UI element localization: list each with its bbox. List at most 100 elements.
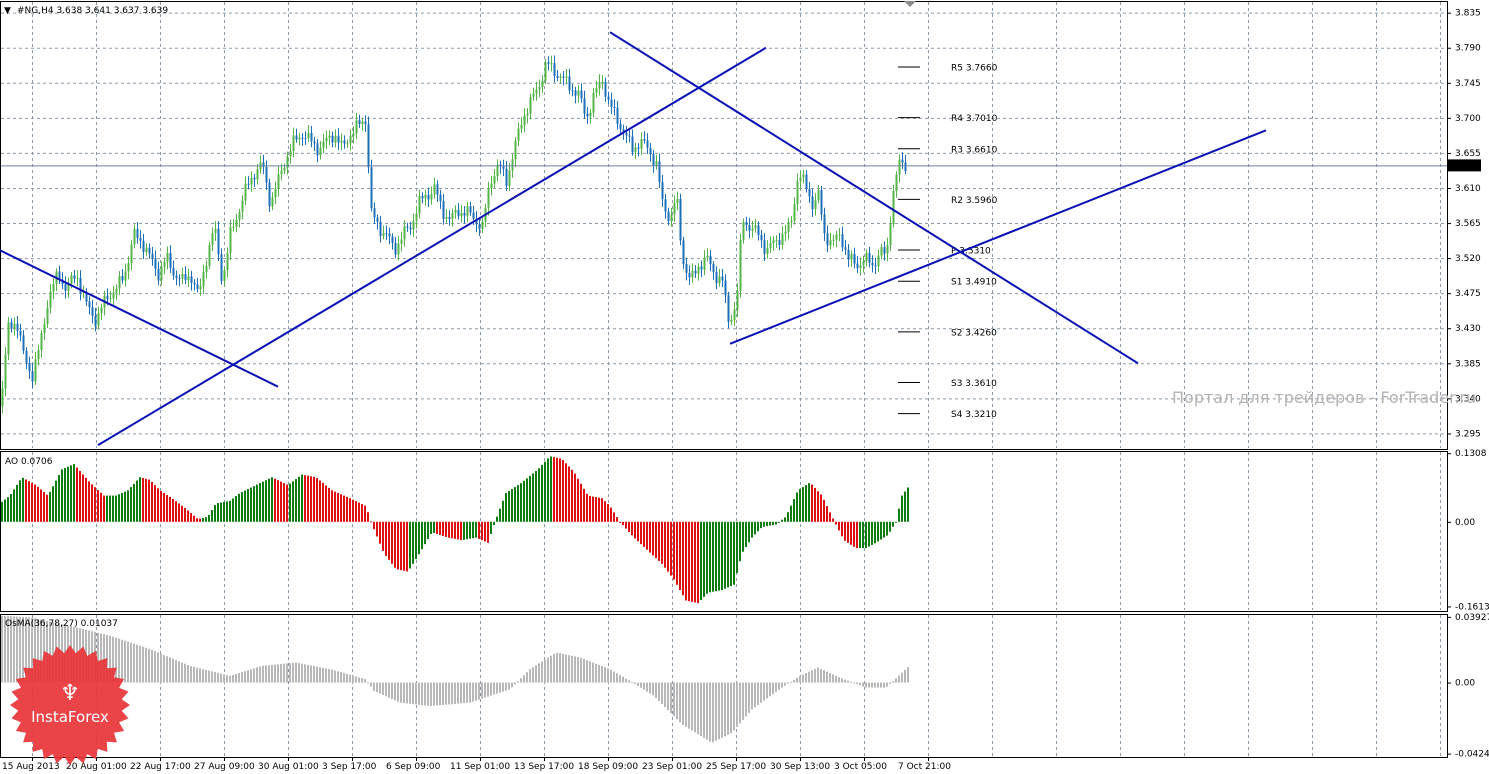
candle-body: [754, 225, 757, 229]
ao-bar: [841, 521, 843, 537]
candle-body: [277, 174, 280, 189]
ao-bar: [358, 502, 360, 522]
ao-bar: [763, 521, 765, 527]
candle-body: [220, 254, 223, 281]
ao-bar: [205, 517, 207, 522]
ao-bar: [541, 464, 543, 522]
osma-bar: [298, 663, 300, 683]
candle-body: [46, 307, 49, 325]
ao-bar: [517, 485, 519, 522]
candle-body: [268, 182, 271, 207]
main-y-tick-label: 3.520: [1455, 254, 1481, 264]
osma-bar: [529, 669, 531, 683]
candle-body: [685, 263, 688, 273]
osma-bar: [526, 672, 528, 683]
candle-body: [799, 177, 802, 182]
trendline[interactable]: [97, 46, 767, 446]
osma-bar: [688, 682, 690, 729]
candle-body: [346, 143, 349, 145]
candle-body: [847, 249, 850, 260]
dropdown-arrow-icon[interactable]: ▼: [4, 6, 11, 16]
ao-bar: [43, 492, 45, 522]
ao-bar: [424, 521, 426, 545]
ao-bar: [58, 474, 60, 522]
candle-body: [586, 113, 589, 117]
candle-body: [7, 322, 10, 355]
candle-body: [736, 290, 739, 310]
candle-body: [787, 222, 790, 232]
ao-bar: [805, 485, 807, 522]
ao-bar: [1, 501, 3, 522]
trendline[interactable]: [609, 31, 1139, 365]
osma-bar: [823, 670, 825, 683]
candle-body: [19, 330, 22, 336]
ao-bar: [301, 474, 303, 522]
ao-bar: [448, 521, 450, 538]
trendline[interactable]: [0, 249, 279, 388]
ao-bar: [481, 521, 483, 541]
ao-bar: [562, 459, 564, 522]
ao-bar: [79, 471, 81, 522]
ao-bar: [700, 521, 702, 600]
ao-bar: [748, 521, 750, 543]
ao-bar: [553, 457, 555, 522]
osma-bar: [169, 657, 171, 683]
ao-bar: [631, 521, 633, 536]
osma-bar: [496, 682, 498, 694]
ao-bar: [247, 489, 249, 522]
candle-body: [25, 350, 28, 363]
candle-body: [760, 235, 763, 241]
candle-body: [646, 140, 649, 148]
ao-bar: [484, 521, 486, 542]
candle-body: [595, 88, 598, 93]
osma-bar: [829, 672, 831, 683]
osma-bar: [538, 663, 540, 683]
main-y-tick-label: 3.430: [1455, 324, 1481, 334]
main-price-pane[interactable]: 3.835 3.790 3.745 3.700 3.655 3.610 3.565 3.520…: [0, 1, 1481, 450]
osma-bar: [775, 682, 777, 692]
osma-bar: [283, 663, 285, 683]
scroll-marker-icon[interactable]: [904, 1, 916, 7]
osma-bar: [520, 678, 522, 683]
ao-bar: [370, 521, 372, 523]
osma-bar: [841, 678, 843, 683]
ao-bar: [544, 461, 546, 522]
candle-body: [79, 277, 82, 293]
osma-bar: [856, 682, 858, 685]
logo-symbol-icon: ♆: [60, 681, 80, 706]
candle-body: [772, 240, 775, 244]
osma-bar: [727, 682, 729, 735]
ao-bar: [229, 500, 231, 522]
trendline[interactable]: [729, 129, 1267, 345]
candle-body: [865, 252, 868, 262]
ao-bar: [676, 521, 678, 585]
ao-bar: [175, 501, 177, 522]
ao-bar: [703, 521, 705, 597]
candle-body: [580, 90, 583, 99]
ao-bar: [145, 478, 147, 522]
osma-bar: [427, 682, 429, 706]
candle-body: [325, 137, 328, 142]
ao-bar: [361, 504, 363, 522]
osma-bar: [643, 682, 645, 690]
candle-body: [511, 159, 514, 171]
ao-bar: [487, 521, 489, 543]
osma-bar: [460, 682, 462, 704]
ao-bar: [316, 478, 318, 522]
candle-body: [520, 124, 523, 129]
candle-body: [340, 140, 343, 143]
osma-bar: [511, 682, 513, 688]
main-y-tick-label: 3.655: [1455, 149, 1481, 159]
ao-bar: [826, 506, 828, 522]
x-tick-label: 3 Oct 05:00: [834, 762, 887, 772]
candle-body: [43, 324, 46, 334]
candle-body: [592, 92, 595, 113]
ao-bar: [739, 521, 741, 562]
candle-body: [544, 62, 547, 81]
osma-bar: [739, 682, 741, 724]
ao-indicator-pane[interactable]: 0.1308 0.00 -0.1613: [0, 449, 1489, 612]
osma-bar: [127, 641, 129, 683]
osma-bar: [163, 654, 165, 683]
candle-body: [628, 135, 631, 137]
ao-bar: [691, 521, 693, 602]
